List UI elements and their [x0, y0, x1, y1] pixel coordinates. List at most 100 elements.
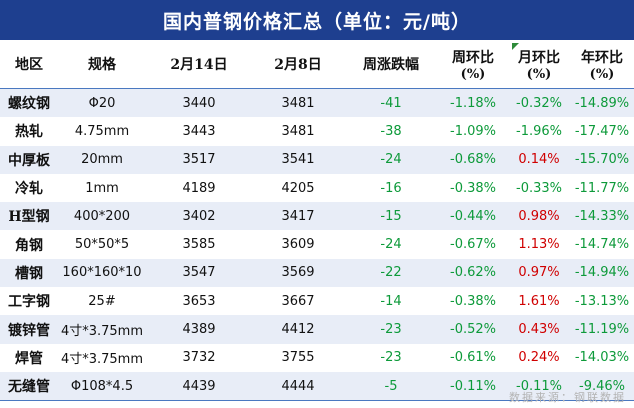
yoy-cell: -13.13%: [570, 287, 634, 316]
wow-cell: -0.52%: [438, 315, 508, 344]
wow-cell: -0.62%: [438, 258, 508, 288]
yoy-cell: -14.33%: [570, 202, 634, 231]
table-row: 焊管 4寸*3.75mm 3732 3755 -23 -0.61% 0.24% -14.03%: [0, 343, 634, 372]
spec-cell: Φ20: [58, 88, 146, 118]
price-date1-cell: 3585: [146, 230, 252, 259]
price-date2-cell: 3417: [252, 202, 344, 231]
mom-cell: 0.24%: [508, 343, 570, 372]
wow-cell: -1.09%: [438, 117, 508, 146]
weekly-change-cell: -41: [344, 88, 438, 118]
mom-cell: 0.98%: [508, 202, 570, 231]
price-date1-cell: 3517: [146, 145, 252, 174]
table-row: 热轧 4.75mm 3443 3481 -38 -1.09% -1.96% -17.47%: [0, 117, 634, 146]
price-date2-cell: 3755: [252, 343, 344, 372]
wow-cell: -0.44%: [438, 202, 508, 231]
price-date2-cell: 4412: [252, 315, 344, 344]
table-row: 无缝管 Φ108*4.5 4439 4444 -5 -0.11% -0.11% -9.46%: [0, 371, 634, 402]
yoy-cell: -14.94%: [570, 258, 634, 288]
yoy-cell: -11.77%: [570, 173, 634, 203]
yoy-cell: -15.70%: [570, 145, 634, 174]
header-date1: 2月14日: [146, 40, 252, 89]
wow-cell: -0.68%: [438, 145, 508, 174]
mom-cell: -0.32%: [508, 88, 570, 118]
spec-cell: 50*50*5: [58, 230, 146, 259]
wow-cell: -0.38%: [438, 287, 508, 316]
price-date1-cell: 3547: [146, 258, 252, 288]
spec-cell: 4寸*3.75mm: [58, 315, 146, 344]
yoy-cell: -9.46%: [570, 371, 634, 402]
header-mom-line2: (%): [526, 66, 552, 82]
header-mom-line1: 月环比: [518, 49, 560, 66]
mom-cell: 0.43%: [508, 315, 570, 344]
header-region: 地区: [0, 40, 58, 89]
region-cell: 工字钢: [0, 287, 58, 316]
table-row: 中厚板 20mm 3517 3541 -24 -0.68% 0.14% -15.70%: [0, 145, 634, 174]
region-cell: 无缝管: [0, 371, 58, 402]
price-date2-cell: 3569: [252, 258, 344, 288]
price-date1-cell: 4189: [146, 173, 252, 203]
table-row: 槽钢 160*160*10 3547 3569 -22 -0.62% 0.97% -14.94…: [0, 258, 634, 288]
header-wow: 周环比 (%): [438, 40, 508, 89]
price-date1-cell: 4439: [146, 371, 252, 402]
wow-cell: -0.67%: [438, 230, 508, 259]
table-row: 冷轧 1mm 4189 4205 -16 -0.38% -0.33% -11.77%: [0, 173, 634, 203]
header-date2: 2月8日: [252, 40, 344, 89]
weekly-change-cell: -23: [344, 343, 438, 372]
weekly-change-cell: -38: [344, 117, 438, 146]
region-cell: 角钢: [0, 230, 58, 259]
region-cell: 螺纹钢: [0, 88, 58, 118]
spec-cell: 160*160*10: [58, 258, 146, 288]
yoy-cell: -14.74%: [570, 230, 634, 259]
region-cell: 焊管: [0, 343, 58, 372]
mom-cell: 0.97%: [508, 258, 570, 288]
region-cell: H型钢: [0, 202, 58, 231]
region-cell: 镀锌管: [0, 315, 58, 344]
comment-indicator-icon: [512, 43, 519, 50]
price-date2-cell: 4205: [252, 173, 344, 203]
price-date1-cell: 3653: [146, 287, 252, 316]
header-yoy: 年环比 (%): [570, 40, 634, 89]
price-date1-cell: 3440: [146, 88, 252, 118]
mom-cell: 1.61%: [508, 287, 570, 316]
spec-cell: 20mm: [58, 145, 146, 174]
spec-cell: 400*200: [58, 202, 146, 231]
spec-cell: 4寸*3.75mm: [58, 343, 146, 372]
region-cell: 冷轧: [0, 173, 58, 203]
header-row: 地区 规格 2月14日 2月8日 周涨跌幅 周环比 (%) 月环比 (%) 年环…: [0, 40, 634, 89]
header-weekly-change: 周涨跌幅: [344, 40, 438, 89]
table-row: 螺纹钢 Φ20 3440 3481 -41 -1.18% -0.32% -14.89%: [0, 88, 634, 118]
table-row: 角钢 50*50*5 3585 3609 -24 -0.67% 1.13% -14.74%: [0, 230, 634, 259]
spec-cell: Φ108*4.5: [58, 371, 146, 402]
price-date2-cell: 3481: [252, 88, 344, 118]
region-cell: 热轧: [0, 117, 58, 146]
weekly-change-cell: -15: [344, 202, 438, 231]
region-cell: 中厚板: [0, 145, 58, 174]
price-date1-cell: 3402: [146, 202, 252, 231]
header-wow-line1: 周环比: [452, 49, 494, 66]
price-date2-cell: 3609: [252, 230, 344, 259]
price-date2-cell: 3541: [252, 145, 344, 174]
header-yoy-line1: 年环比: [581, 49, 623, 66]
weekly-change-cell: -22: [344, 258, 438, 288]
price-date2-cell: 3481: [252, 117, 344, 146]
price-table: 地区 规格 2月14日 2月8日 周涨跌幅 周环比 (%) 月环比 (%) 年环…: [0, 40, 634, 402]
mom-cell: 0.14%: [508, 145, 570, 174]
mom-cell: -0.33%: [508, 173, 570, 203]
header-mom: 月环比 (%): [508, 40, 570, 89]
table-row: H型钢 400*200 3402 3417 -15 -0.44% 0.98% -14.33%: [0, 202, 634, 231]
wow-cell: -0.61%: [438, 343, 508, 372]
spec-cell: 1mm: [58, 173, 146, 203]
weekly-change-cell: -5: [344, 371, 438, 402]
header-wow-line2: (%): [460, 66, 486, 82]
header-spec: 规格: [58, 40, 146, 89]
price-date1-cell: 3732: [146, 343, 252, 372]
price-date1-cell: 4389: [146, 315, 252, 344]
mom-cell: 1.13%: [508, 230, 570, 259]
wow-cell: -1.18%: [438, 88, 508, 118]
wow-cell: -0.38%: [438, 173, 508, 203]
weekly-change-cell: -23: [344, 315, 438, 344]
yoy-cell: -14.03%: [570, 343, 634, 372]
region-cell: 槽钢: [0, 258, 58, 288]
weekly-change-cell: -24: [344, 230, 438, 259]
spec-cell: 4.75mm: [58, 117, 146, 146]
